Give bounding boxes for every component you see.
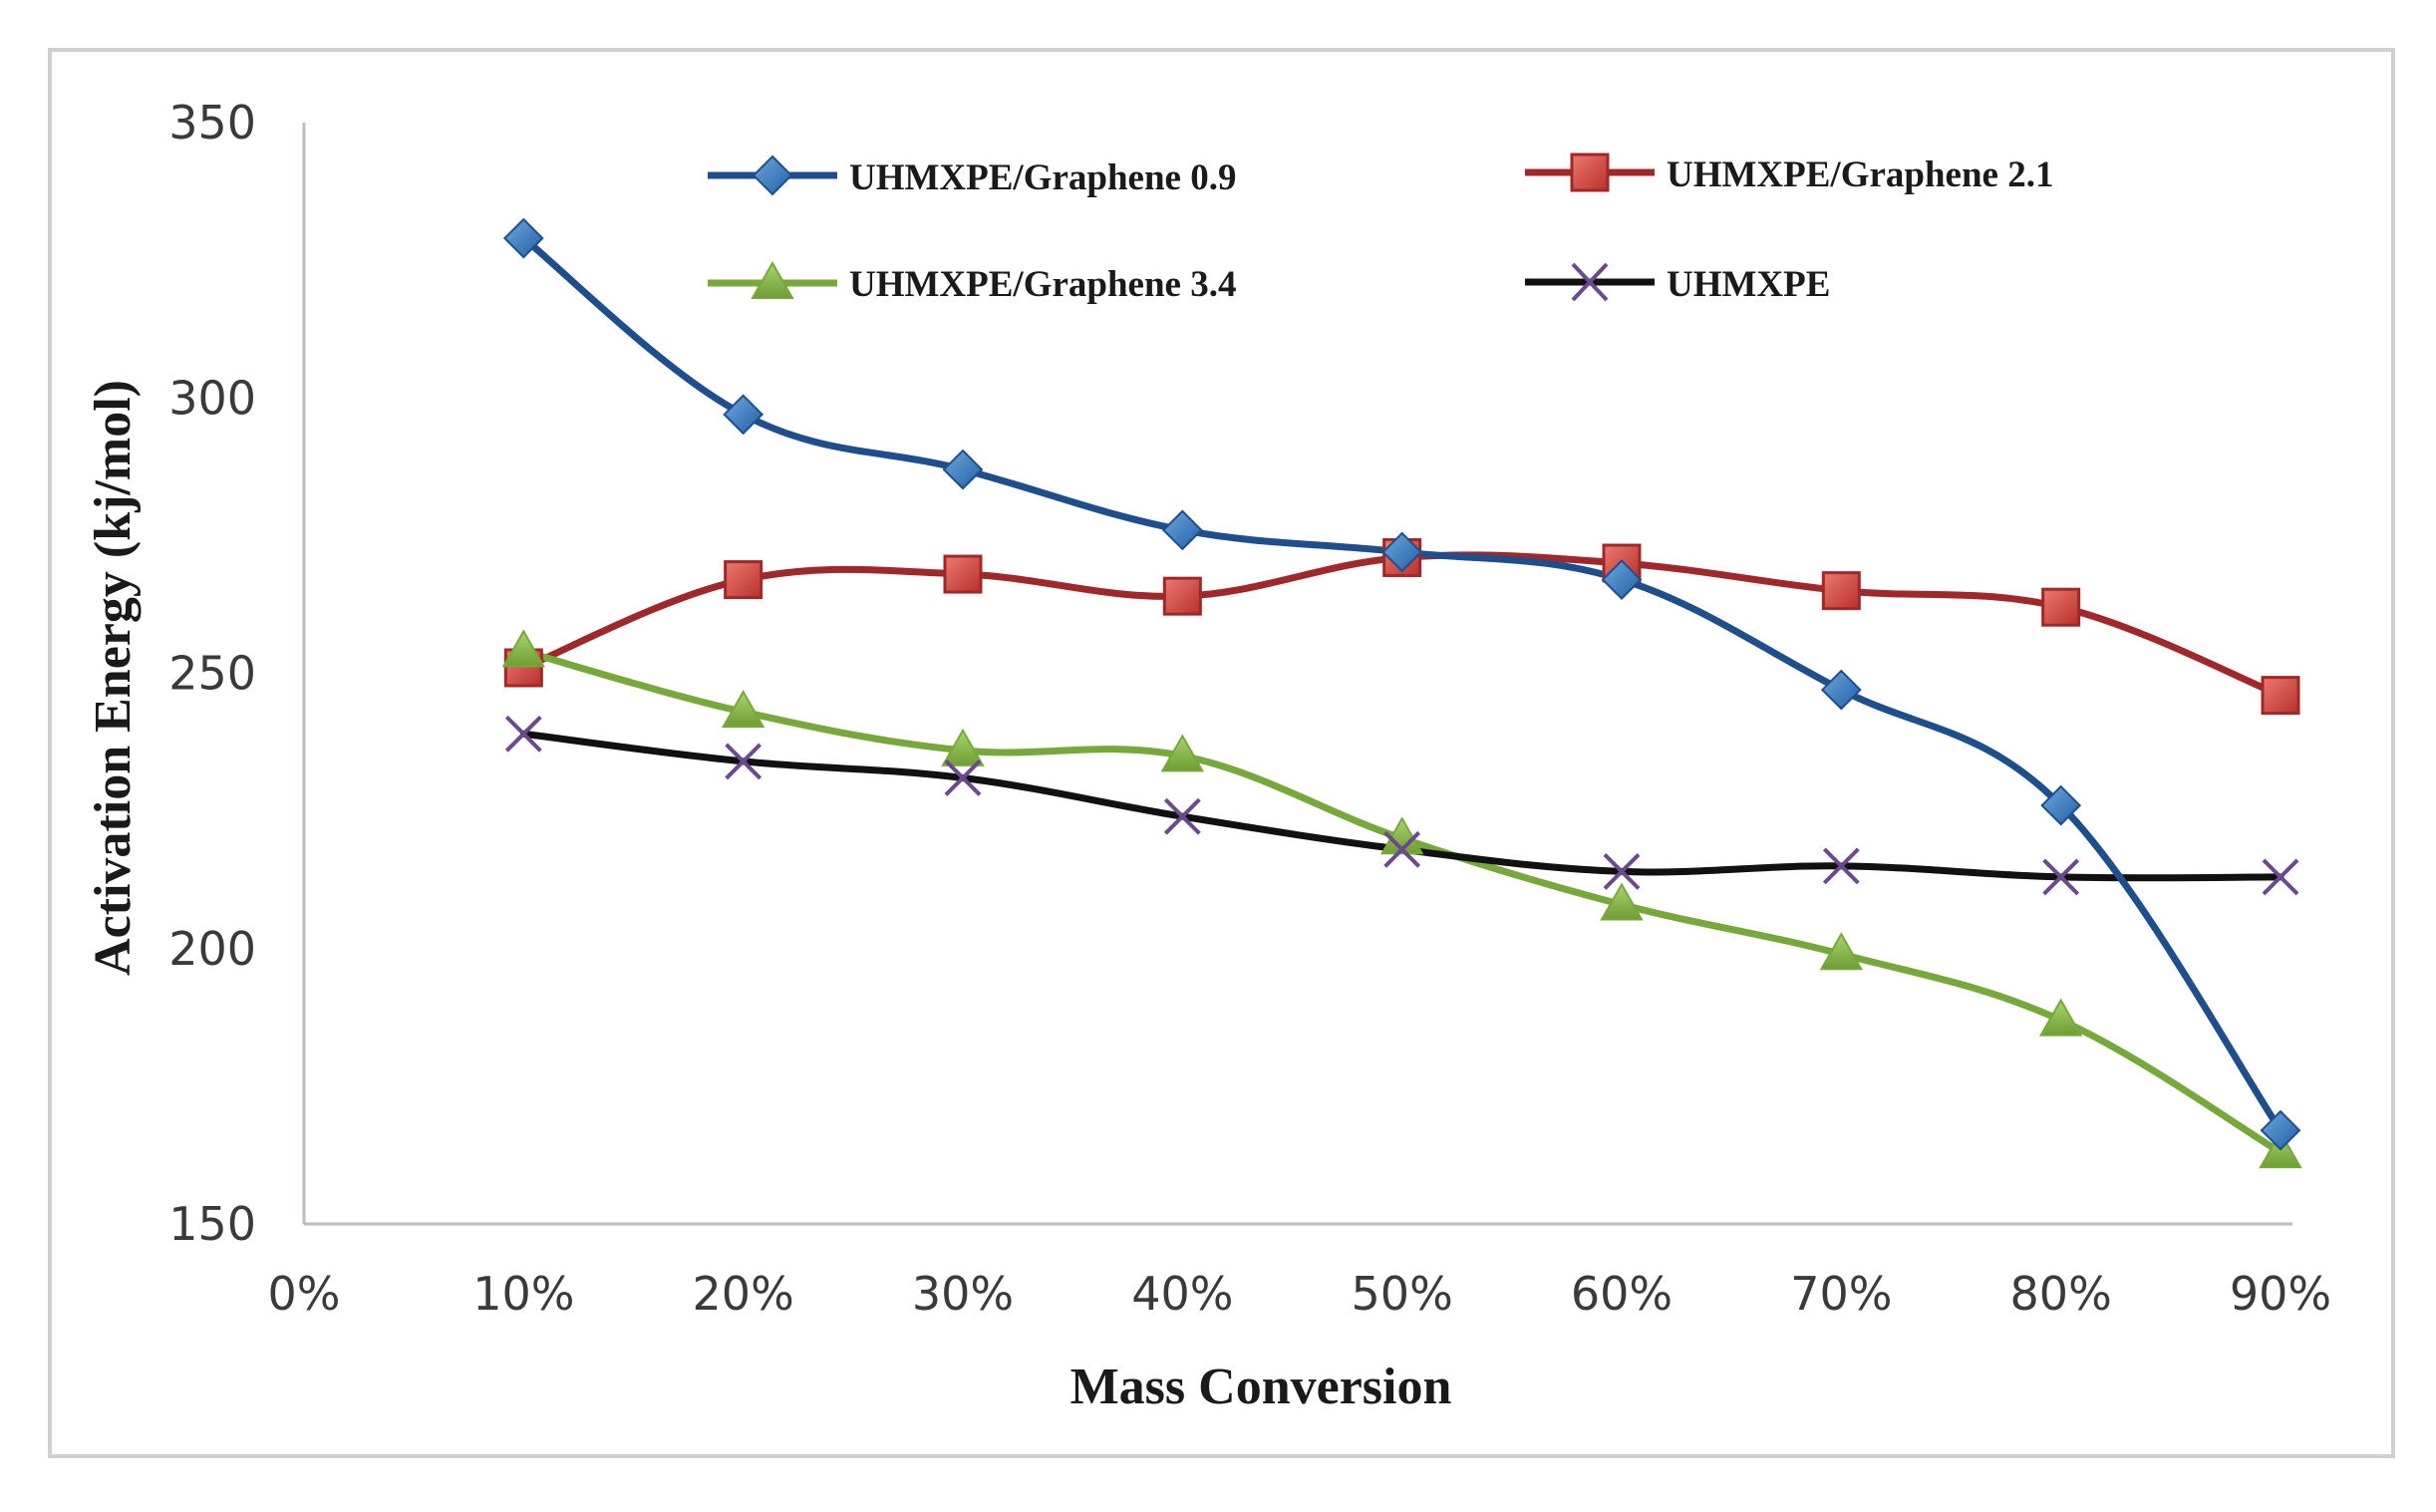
data-point-uhmxpe-graphene-3-4 [501, 629, 546, 668]
x-tick-label: 50% [1352, 1267, 1453, 1321]
x-tick-label: 10% [472, 1267, 574, 1321]
data-point-uhmxpe-graphene-0-9 [1381, 531, 1423, 573]
y-tick-label: 150 [168, 1197, 256, 1251]
y-tick-label: 250 [168, 647, 256, 701]
data-point-uhmxpe-graphene-0-9 [2260, 1109, 2301, 1151]
legend-label-uhmxpe: UHMXPE [1667, 264, 1830, 305]
data-point-uhmxpe-graphene-0-9 [723, 394, 764, 436]
x-marker-icon [1571, 262, 1609, 302]
data-point-uhmxpe [1603, 852, 1641, 890]
data-point-uhmxpe-graphene-3-4 [1160, 734, 1205, 772]
data-point-uhmxpe [1822, 847, 1860, 885]
x-tick-label: 30% [912, 1267, 1014, 1321]
data-point-uhmxpe-graphene-0-9 [1820, 669, 1862, 711]
triangle-marker-icon [751, 260, 794, 299]
x-tick-label: 90% [2230, 1267, 2331, 1321]
data-point-uhmxpe-graphene-2-1 [1821, 571, 1861, 611]
x-tick-labels: 0% 10% 20% 30% 40% 50% 60% 70% 80% 90% [268, 1267, 2332, 1321]
x-tick-label: 40% [1131, 1267, 1233, 1321]
data-point-uhmxpe-graphene-2-1 [2261, 676, 2300, 716]
x-tick-label: 60% [1571, 1267, 1673, 1321]
square-marker-icon [1570, 152, 1610, 192]
legend-entry-graphene-2-1: UHMXPE/Graphene 2.1 [1525, 152, 2053, 195]
legend-label-graphene-2-1: UHMXPE/Graphene 2.1 [1667, 154, 2053, 195]
data-point-uhmxpe-graphene-0-9 [1161, 509, 1203, 551]
data-point-uhmxpe-graphene-2-1 [724, 560, 763, 600]
data-point-uhmxpe-graphene-3-4 [2038, 998, 2083, 1037]
series-line-uhmxpe-graphene-3-4 [519, 647, 2284, 1156]
x-tick-label: 70% [1790, 1267, 1892, 1321]
legend-entry-graphene-3-4: UHMXPE/Graphene 3.4 [708, 260, 1236, 305]
data-point-uhmxpe [1383, 830, 1421, 868]
data-point-uhmxpe [944, 759, 982, 796]
x-axis-title: Mass Conversion [1070, 1359, 1452, 1415]
data-point-uhmxpe [725, 743, 762, 780]
y-tick-labels: 150 200 250 300 350 [168, 96, 256, 1251]
data-point-uhmxpe-graphene-0-9 [2040, 784, 2082, 826]
data-point-uhmxpe-graphene-3-4 [1379, 816, 1424, 855]
y-tick-label: 200 [168, 922, 256, 976]
data-point-uhmxpe-graphene-0-9 [502, 217, 544, 259]
legend-label-graphene-3-4: UHMXPE/Graphene 3.4 [849, 264, 1236, 305]
y-axis-title: Activation Energy (kj/mol) [85, 380, 142, 976]
x-tick-label: 0% [268, 1267, 341, 1321]
data-point-uhmxpe [2262, 858, 2299, 896]
y-tick-label: 300 [168, 371, 256, 425]
data-point-uhmxpe-graphene-0-9 [1601, 559, 1643, 600]
series-markers [501, 217, 2302, 1169]
y-tick-label: 350 [168, 96, 256, 150]
series-lines [519, 234, 2284, 1156]
legend-label-graphene-0-9: UHMXPE/Graphene 0.9 [849, 157, 1236, 198]
data-point-uhmxpe-graphene-3-4 [1600, 882, 1644, 921]
x-tick-label: 20% [693, 1267, 794, 1321]
series-line-uhmxpe-graphene-0-9 [519, 234, 2284, 1134]
diamond-marker-icon [752, 154, 793, 196]
data-point-uhmxpe [1163, 797, 1201, 835]
data-point-uhmxpe-graphene-2-1 [943, 554, 983, 594]
data-point-uhmxpe-graphene-2-1 [1162, 576, 1202, 616]
data-point-uhmxpe-graphene-3-4 [1819, 932, 1864, 971]
legend: UHMXPE/Graphene 0.9 UHMXPE/Graphene 2.1 … [708, 152, 2053, 305]
data-point-uhmxpe [504, 715, 542, 753]
legend-entry-uhmxpe: UHMXPE [1525, 262, 1830, 305]
data-point-uhmxpe [2042, 858, 2080, 896]
axes [302, 123, 2292, 1226]
x-tick-label: 80% [2010, 1267, 2112, 1321]
series-line-uhmxpe [519, 730, 2284, 882]
data-point-uhmxpe-graphene-2-1 [2041, 587, 2081, 627]
data-point-uhmxpe-graphene-3-4 [941, 728, 985, 766]
data-point-uhmxpe-graphene-3-4 [721, 690, 765, 729]
data-point-uhmxpe-graphene-0-9 [942, 449, 984, 490]
legend-entry-graphene-0-9: UHMXPE/Graphene 0.9 [708, 154, 1236, 198]
